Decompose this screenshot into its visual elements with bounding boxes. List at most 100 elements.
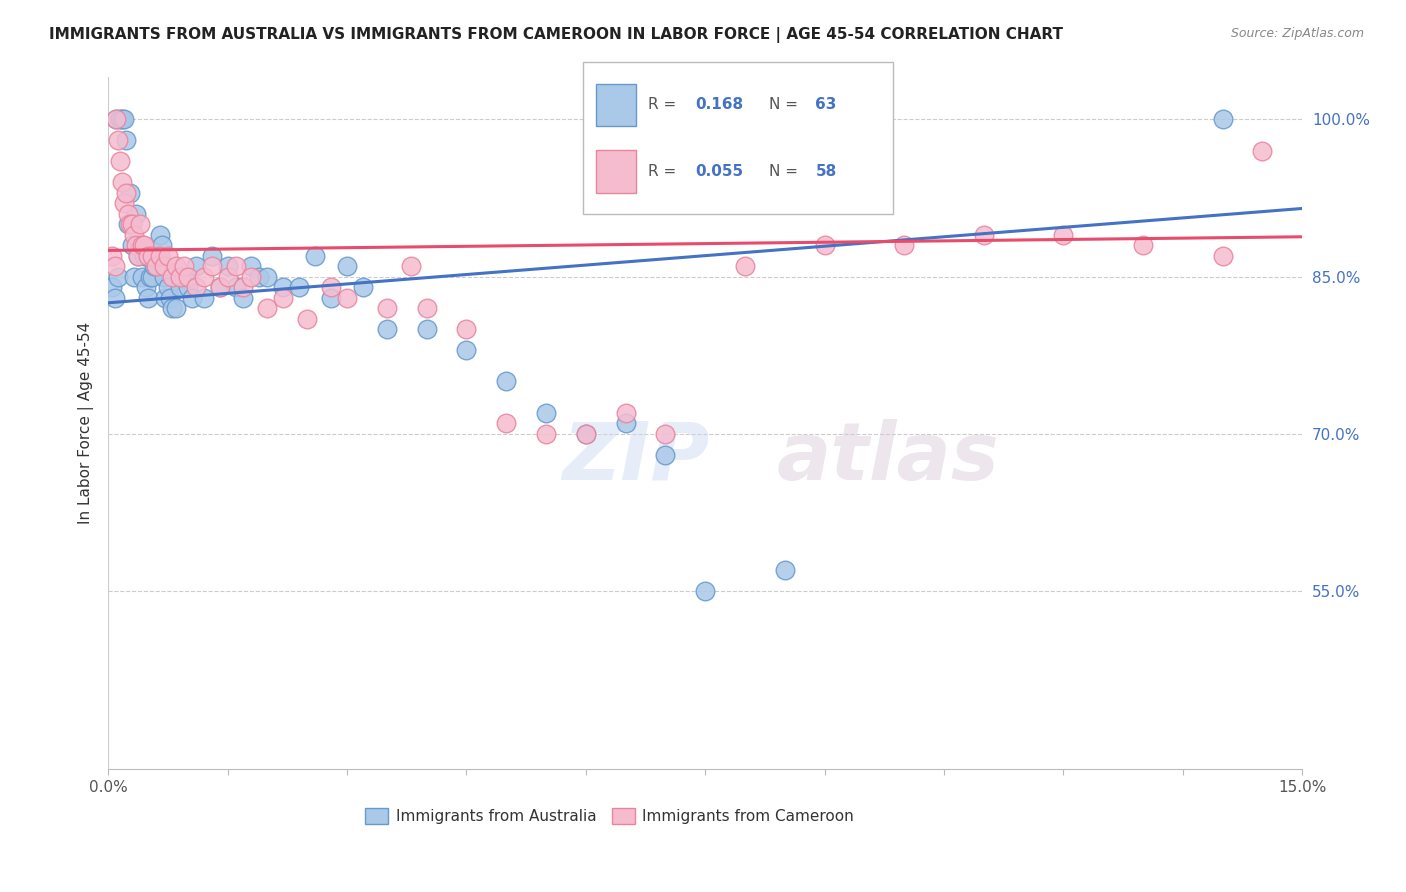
Point [141,269,163,284]
FancyBboxPatch shape [583,62,893,214]
Point [415,322,437,336]
Point [111,112,134,127]
Point [288,280,311,294]
Point [149,249,172,263]
Point [271,291,294,305]
Point [336,291,359,305]
Bar [596,151,636,193]
Point [135,280,157,294]
Point [117,217,139,231]
Point [575,426,598,441]
Point [114,133,136,147]
Point [184,280,207,294]
Point [173,269,195,284]
Point [105,112,128,127]
Point [127,249,149,263]
Point [534,406,557,420]
Point [654,448,676,462]
Text: 63: 63 [815,97,837,112]
Point [813,238,835,252]
Point [456,322,478,336]
Point [122,227,145,242]
Point [973,227,995,242]
Point [107,269,129,284]
Point [240,269,263,284]
Point [225,280,247,294]
Point [495,375,517,389]
Point [131,238,153,252]
Point [131,269,153,284]
Point [375,301,398,315]
Point [129,238,152,252]
Point [101,280,124,294]
Point [169,280,191,294]
Point [247,269,270,284]
Text: ZIP: ZIP [562,419,709,497]
Point [304,249,326,263]
Point [177,280,200,294]
Point [129,217,152,231]
Point [153,269,176,284]
Point [149,227,172,242]
Point [165,301,187,315]
Point [155,291,177,305]
Point [160,301,183,315]
Point [160,269,183,284]
Point [534,426,557,441]
Point [240,259,263,273]
Point [111,175,134,189]
Point [1052,227,1074,242]
Point [1212,112,1234,127]
Text: R =: R = [648,164,682,179]
Point [177,269,200,284]
Point [375,322,398,336]
Point [201,259,224,273]
Point [108,112,131,127]
Point [399,259,422,273]
Point [271,280,294,294]
Point [121,217,143,231]
Point [108,154,131,169]
Point [217,269,239,284]
Point [495,417,517,431]
Point [125,238,148,252]
Point [120,186,142,200]
Point [614,417,637,431]
Bar [596,84,636,126]
Text: IMMIGRANTS FROM AUSTRALIA VS IMMIGRANTS FROM CAMEROON IN LABOR FORCE | AGE 45-54: IMMIGRANTS FROM AUSTRALIA VS IMMIGRANTS … [49,27,1063,43]
Point [256,269,278,284]
Text: 0.168: 0.168 [695,97,742,112]
Point [201,249,224,263]
Point [141,249,163,263]
Point [695,584,717,599]
Point [127,249,149,263]
Point [893,238,915,252]
Point [193,291,215,305]
Point [614,406,637,420]
Point [180,291,202,305]
Point [159,291,181,305]
Point [193,269,215,284]
Point [1132,238,1154,252]
Point [319,291,342,305]
Point [121,238,143,252]
Point [153,259,176,273]
Point [138,269,160,284]
Point [143,259,166,273]
Point [125,207,148,221]
Point [112,196,135,211]
Point [217,259,239,273]
Text: N =: N = [769,97,803,112]
Text: R =: R = [648,97,682,112]
Point [117,207,139,221]
Point [145,259,167,273]
Point [319,280,342,294]
Point [103,259,125,273]
Point [225,259,247,273]
Point [232,291,254,305]
Point [456,343,478,357]
Point [145,259,167,273]
Point [173,259,195,273]
Point [112,112,135,127]
Point [415,301,437,315]
